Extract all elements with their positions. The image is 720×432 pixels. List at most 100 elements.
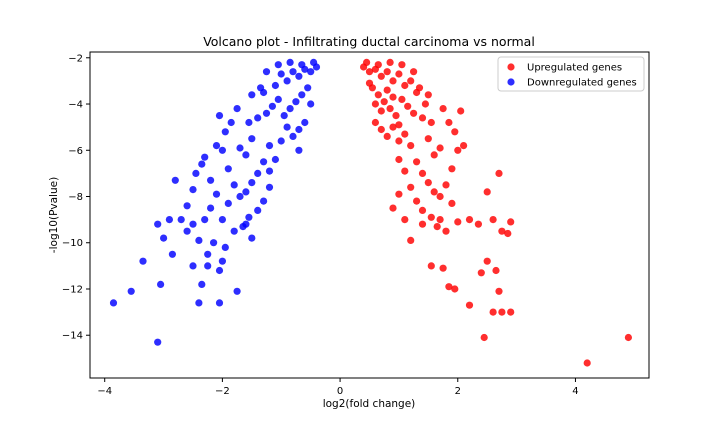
data-point xyxy=(424,179,432,187)
data-point xyxy=(260,197,268,205)
data-point xyxy=(215,112,224,120)
data-point xyxy=(271,155,279,164)
data-point xyxy=(410,68,418,76)
data-point xyxy=(268,102,276,110)
data-point xyxy=(139,257,147,265)
y-tick-label: −14 xyxy=(62,331,83,342)
data-point xyxy=(265,142,274,150)
data-point xyxy=(295,146,303,154)
data-point xyxy=(230,227,238,235)
data-point xyxy=(460,142,468,150)
data-point xyxy=(454,218,462,226)
plot-area-frame xyxy=(89,51,650,379)
data-point xyxy=(183,202,191,210)
data-point xyxy=(283,123,291,131)
y-tick-label: −8 xyxy=(68,192,83,203)
data-point xyxy=(383,132,391,140)
data-point xyxy=(395,190,403,198)
data-point xyxy=(395,137,403,145)
y-axis-ticks: −14 −12 −10 −8 −6 −4 −2 xyxy=(62,53,90,342)
data-point xyxy=(189,262,197,270)
data-point xyxy=(448,199,456,207)
data-point xyxy=(386,105,394,113)
data-point xyxy=(307,100,315,108)
data-point xyxy=(495,169,503,177)
data-point xyxy=(218,257,226,265)
data-point xyxy=(242,220,250,228)
legend-box xyxy=(497,56,645,92)
data-point xyxy=(418,114,427,122)
data-point xyxy=(189,220,197,228)
data-point xyxy=(424,91,432,99)
x-axis-ticks: −4 −2 0 2 4 xyxy=(97,378,579,397)
x-tick-label: −4 xyxy=(97,386,112,397)
data-point xyxy=(389,77,397,85)
data-point xyxy=(248,179,256,187)
data-point xyxy=(201,216,209,224)
data-point xyxy=(427,262,435,270)
data-point xyxy=(413,197,421,205)
data-point xyxy=(383,86,391,94)
data-point xyxy=(483,257,491,265)
data-point xyxy=(254,114,262,122)
data-point xyxy=(418,169,427,177)
data-point xyxy=(489,308,497,316)
data-point xyxy=(371,118,379,127)
x-tick-label: 0 xyxy=(337,386,343,397)
data-point xyxy=(301,118,309,127)
data-point xyxy=(483,188,491,196)
data-point xyxy=(624,333,633,342)
data-point xyxy=(389,204,397,212)
data-point xyxy=(271,81,279,90)
data-point xyxy=(221,243,229,251)
data-point xyxy=(477,269,485,277)
data-point xyxy=(418,206,427,214)
data-point xyxy=(504,229,512,238)
data-point xyxy=(127,287,135,295)
data-point xyxy=(454,146,462,154)
data-point xyxy=(465,301,474,309)
data-point xyxy=(198,160,206,168)
data-point xyxy=(583,359,591,367)
data-point xyxy=(445,118,453,127)
data-point xyxy=(424,135,432,143)
data-point xyxy=(254,169,262,177)
data-point xyxy=(171,176,179,184)
data-point xyxy=(492,266,500,275)
data-point xyxy=(389,123,397,131)
legend-label: Upregulated genes xyxy=(527,63,622,74)
legend-label: Downregulated genes xyxy=(527,78,637,89)
data-point xyxy=(439,105,447,113)
x-tick-label: 2 xyxy=(455,386,461,397)
y-tick-label: −6 xyxy=(68,146,83,157)
y-tick-label: −12 xyxy=(62,284,83,295)
points-layer xyxy=(109,58,633,367)
data-point xyxy=(248,135,256,143)
data-point xyxy=(160,234,168,242)
data-point xyxy=(242,188,250,196)
data-point xyxy=(495,287,503,295)
data-point xyxy=(154,338,162,346)
data-point xyxy=(374,61,382,69)
data-point xyxy=(277,70,285,78)
data-point xyxy=(277,137,285,145)
data-point xyxy=(374,91,382,99)
data-point xyxy=(436,216,444,224)
data-point xyxy=(383,68,391,76)
data-point xyxy=(265,183,274,191)
data-point xyxy=(224,165,232,173)
data-point xyxy=(371,100,379,108)
data-point xyxy=(427,213,435,221)
data-point xyxy=(154,220,162,228)
data-point xyxy=(442,181,450,189)
data-point xyxy=(445,283,453,291)
data-point xyxy=(215,266,224,275)
data-point xyxy=(298,61,306,69)
data-point xyxy=(404,102,412,110)
data-point xyxy=(207,204,215,212)
data-point xyxy=(401,130,409,138)
data-point xyxy=(260,158,268,166)
data-point xyxy=(401,167,409,175)
data-point xyxy=(436,192,444,201)
data-point xyxy=(201,153,209,161)
